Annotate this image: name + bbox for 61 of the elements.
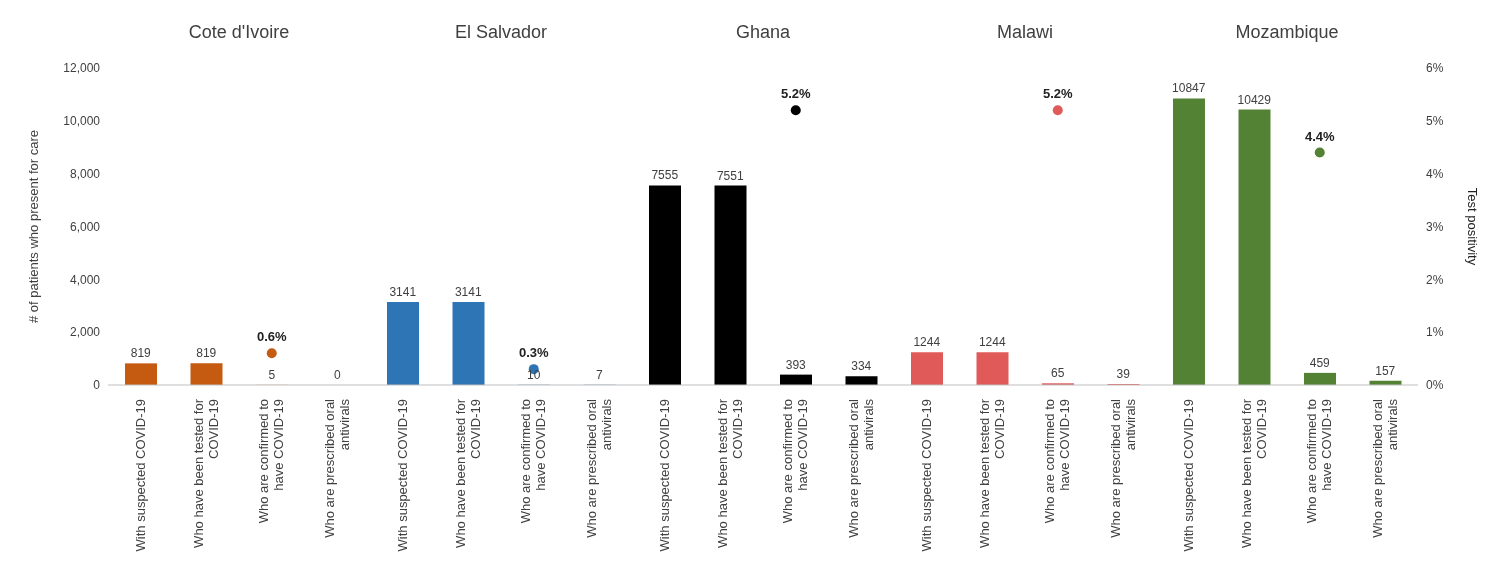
- data-label: 10847: [1172, 81, 1206, 96]
- x-tick-label: With suspected COVID-19: [656, 399, 672, 552]
- x-tick-label: Who are confirmed to have COVID-19: [1042, 399, 1073, 524]
- y-tick-label: 6,000: [69, 219, 101, 234]
- data-label: 3141: [389, 285, 417, 300]
- y2-tick-label: 6%: [1426, 61, 1444, 76]
- x-tick-label: With suspected COVID-19: [1180, 399, 1196, 552]
- y-tick-label: 0: [93, 378, 101, 393]
- y-tick-label: 12,000: [63, 61, 101, 76]
- x-tick-label: Who have been tested for COVID-19: [976, 398, 1007, 548]
- x-tick-label: Who are confirmed to have COVID-19: [518, 399, 549, 524]
- y2-tick-label: 3%: [1426, 219, 1444, 234]
- data-label: 0: [333, 368, 341, 382]
- data-label: 65: [1051, 366, 1065, 381]
- x-tick-label: Who are confirmed to have COVID-19: [1304, 399, 1335, 524]
- data-label: 5.2%: [780, 86, 811, 102]
- data-label: 157: [1375, 363, 1396, 378]
- data-label: 10: [527, 367, 541, 382]
- data-label: 5: [268, 367, 276, 382]
- y2-tick-label: 1%: [1426, 325, 1444, 340]
- y2-tick-label: 2%: [1426, 272, 1444, 287]
- data-label: 10429: [1237, 92, 1272, 107]
- data-label: 393: [785, 357, 807, 372]
- text: Malawi: [996, 22, 1054, 43]
- x-tick-label: Who have been tested for COVID-19: [190, 398, 221, 548]
- data-label: 7555: [651, 168, 679, 183]
- x-tick-label: Who are confirmed to have COVID-19: [256, 399, 287, 524]
- data-label: 1244: [913, 335, 941, 350]
- x-tick-label: Who have been tested for COVID-19: [1238, 398, 1269, 548]
- text: Ghana: [734, 22, 791, 43]
- x-tick-label: Who have been tested for COVID-19: [714, 398, 745, 548]
- data-label: 819: [130, 346, 152, 361]
- y2-tick-label: 0%: [1426, 378, 1444, 393]
- x-tick-label: With suspected COVID-19: [394, 399, 410, 552]
- y2-axis-title: Test positivity: [1465, 187, 1481, 266]
- data-label: 0.6%: [256, 329, 287, 345]
- data-label: 334: [851, 359, 872, 374]
- y-tick-label: 8,000: [69, 166, 101, 181]
- y2-tick-label: 4%: [1426, 166, 1444, 181]
- text: Mozambique: [1234, 22, 1340, 43]
- data-label: 5.2%: [1042, 86, 1073, 102]
- y-tick-label: 10,000: [63, 114, 101, 129]
- data-label: 459: [1309, 355, 1331, 370]
- data-label: 0.3%: [518, 345, 549, 361]
- data-label: 3141: [454, 285, 482, 300]
- x-tick-label: With suspected COVID-19: [918, 399, 934, 552]
- x-tick-label: Who are confirmed to have COVID-19: [780, 399, 811, 524]
- x-tick-label: Who have been tested for COVID-19: [452, 398, 483, 548]
- y-tick-label: 2,000: [69, 325, 101, 340]
- data-label: 1244: [978, 335, 1006, 350]
- text: Cote d'Ivoire: [187, 22, 291, 43]
- data-label: 4.4%: [1304, 128, 1335, 144]
- x-tick-label: With suspected COVID-19: [132, 399, 148, 552]
- data-label: 7551: [716, 168, 744, 183]
- text: El Salvador: [453, 22, 549, 43]
- y2-tick-label: 5%: [1426, 114, 1444, 129]
- y-tick-label: 4,000: [69, 272, 101, 287]
- data-label: 819: [196, 346, 217, 361]
- y-axis-title: # of patients who present for care: [25, 130, 41, 323]
- data-label: 39: [1116, 366, 1131, 381]
- data-label: 7: [595, 367, 603, 382]
